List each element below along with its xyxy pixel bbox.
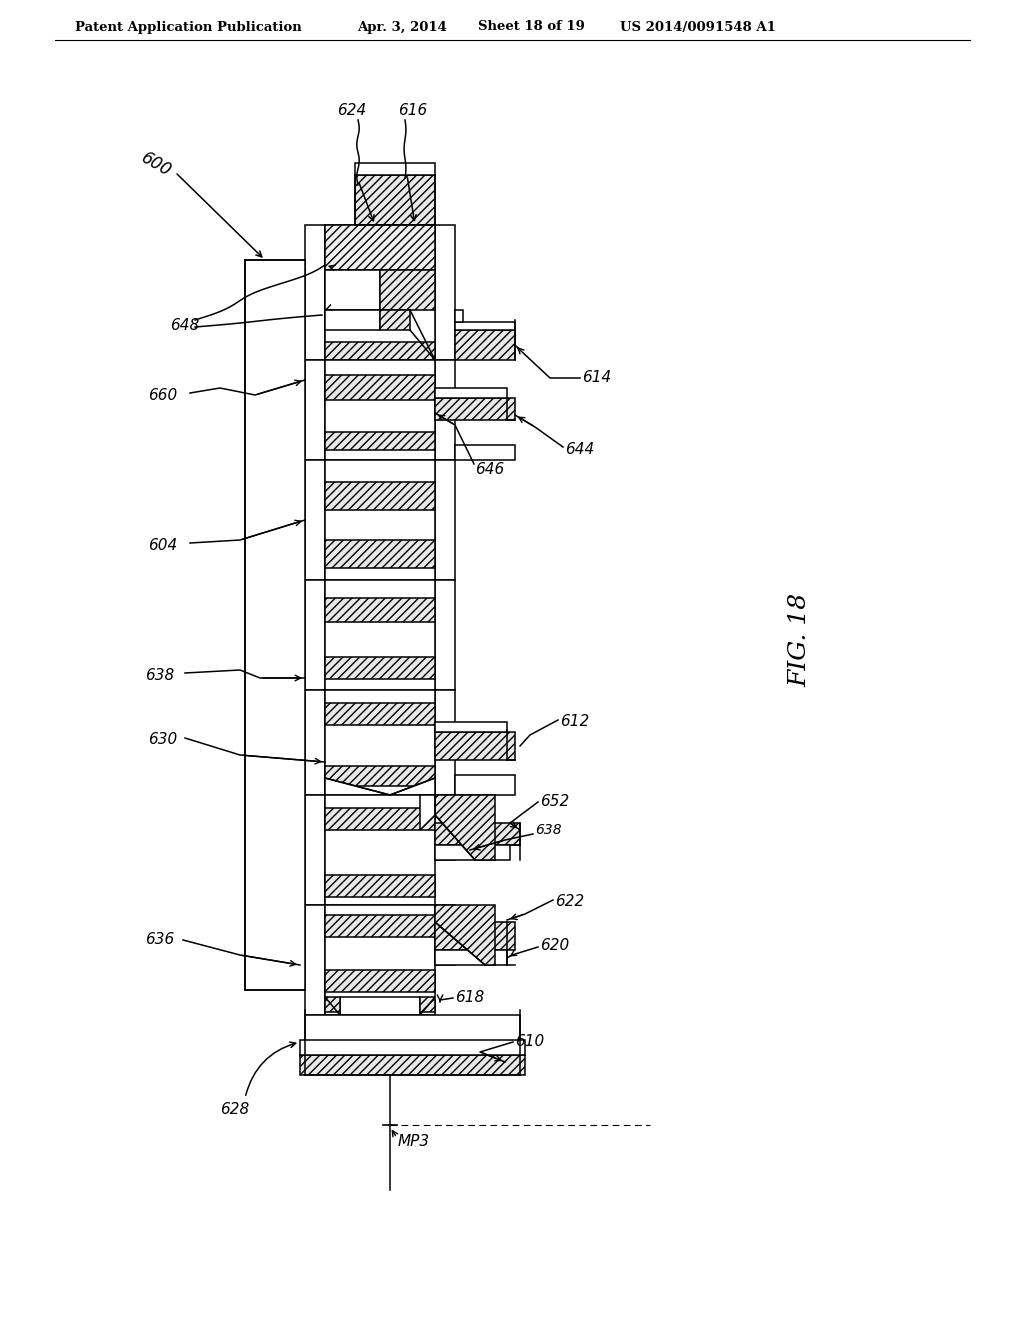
Bar — [435, 360, 455, 459]
Text: Patent Application Publication: Patent Application Publication — [75, 21, 302, 33]
Text: 604: 604 — [148, 537, 177, 553]
Bar — [325, 375, 435, 400]
Bar — [435, 690, 455, 795]
Text: Sheet 18 of 19: Sheet 18 of 19 — [478, 21, 585, 33]
Bar — [325, 970, 435, 993]
Text: 628: 628 — [220, 1102, 249, 1118]
Text: 620: 620 — [540, 937, 569, 953]
Bar — [455, 322, 515, 330]
Bar — [305, 224, 325, 360]
Bar — [435, 950, 507, 965]
Bar — [325, 1001, 435, 1012]
Bar — [305, 1015, 520, 1041]
Bar — [435, 459, 455, 579]
Bar — [300, 1040, 525, 1055]
Bar — [435, 733, 515, 760]
Polygon shape — [420, 997, 435, 1015]
Text: 618: 618 — [455, 990, 484, 1006]
Bar — [435, 906, 455, 965]
Text: MP3: MP3 — [398, 1134, 430, 1150]
Text: 600: 600 — [138, 149, 175, 181]
Bar — [305, 795, 325, 906]
Polygon shape — [420, 795, 435, 830]
Text: 638: 638 — [145, 668, 174, 682]
Bar — [435, 388, 507, 399]
Bar — [325, 224, 435, 271]
Text: 648: 648 — [170, 318, 200, 333]
Bar — [435, 795, 455, 861]
Bar — [305, 1041, 520, 1072]
Polygon shape — [435, 906, 495, 965]
Bar — [435, 579, 455, 690]
Bar — [325, 795, 435, 906]
Bar — [325, 540, 435, 568]
Text: 630: 630 — [148, 733, 177, 747]
Bar — [325, 808, 435, 830]
Bar — [435, 822, 520, 845]
Text: 622: 622 — [555, 895, 585, 909]
Bar — [455, 310, 463, 322]
Bar — [435, 399, 515, 420]
Text: 646: 646 — [475, 462, 504, 478]
Bar — [325, 690, 435, 795]
Bar — [380, 271, 435, 310]
Bar — [455, 775, 515, 795]
Bar — [325, 224, 435, 360]
Bar — [325, 875, 435, 898]
Text: US 2014/0091548 A1: US 2014/0091548 A1 — [620, 21, 776, 33]
Text: Apr. 3, 2014: Apr. 3, 2014 — [357, 21, 446, 33]
Bar — [435, 921, 515, 950]
Text: 614: 614 — [582, 371, 611, 385]
Bar — [435, 845, 510, 861]
Bar — [355, 162, 435, 176]
Bar — [380, 310, 410, 330]
Bar — [325, 459, 435, 579]
Bar — [305, 906, 325, 1015]
Bar — [325, 271, 385, 310]
Bar — [325, 432, 435, 450]
Bar — [325, 360, 435, 459]
Bar — [325, 704, 435, 725]
Text: 612: 612 — [560, 714, 589, 730]
Bar — [340, 997, 420, 1015]
Bar — [325, 482, 435, 510]
Bar — [325, 766, 435, 785]
Bar — [325, 906, 435, 1015]
Text: FIG. 18: FIG. 18 — [788, 593, 811, 688]
Bar — [325, 657, 435, 678]
Bar — [435, 224, 455, 360]
Bar — [435, 722, 507, 733]
Bar — [325, 310, 380, 330]
Text: 660: 660 — [148, 388, 177, 403]
Bar — [325, 342, 435, 360]
Text: 624: 624 — [337, 103, 367, 117]
Text: 636: 636 — [145, 932, 174, 948]
Text: 610: 610 — [515, 1035, 544, 1049]
Bar — [325, 915, 435, 937]
Bar — [355, 176, 435, 224]
Bar — [305, 459, 325, 579]
Bar — [325, 598, 435, 622]
Bar — [455, 330, 515, 360]
Bar — [455, 445, 515, 459]
Polygon shape — [435, 795, 495, 861]
Text: 644: 644 — [565, 442, 594, 458]
Bar — [325, 271, 380, 310]
Polygon shape — [325, 777, 435, 795]
Polygon shape — [325, 997, 340, 1015]
Bar — [325, 579, 435, 690]
Bar — [300, 1055, 525, 1074]
Text: 652: 652 — [540, 795, 569, 809]
Text: 616: 616 — [398, 103, 427, 117]
Bar — [305, 360, 325, 459]
Bar — [305, 690, 325, 795]
Bar — [305, 579, 325, 690]
Text: 638: 638 — [535, 822, 561, 837]
Bar — [245, 260, 305, 990]
